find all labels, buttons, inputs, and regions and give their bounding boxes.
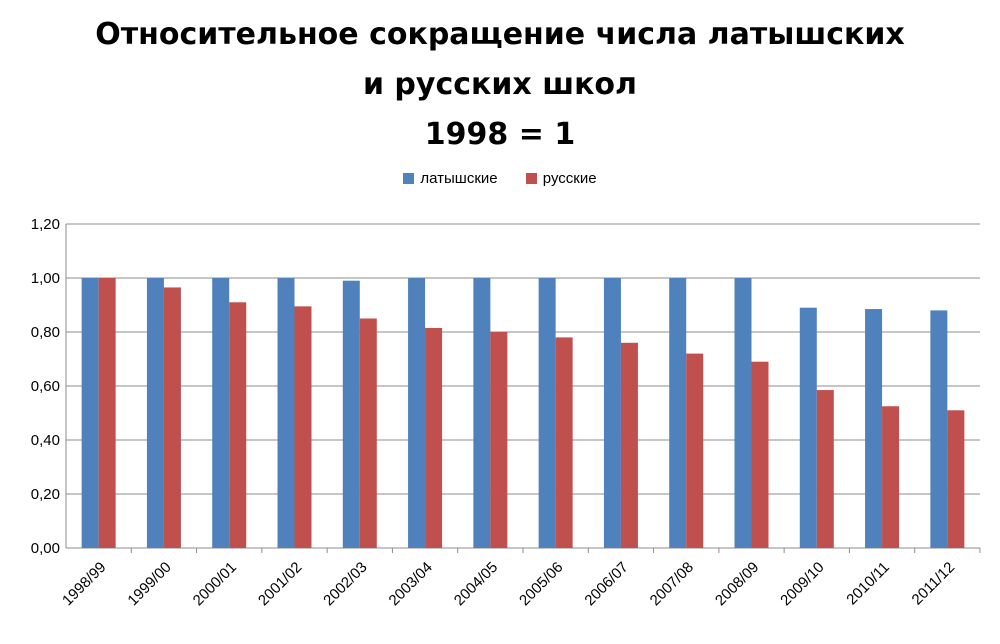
legend-swatch-latvian <box>403 173 415 184</box>
x-tick-label: 2010/11 <box>843 559 893 609</box>
bar-latvian <box>81 278 99 548</box>
y-tick-label: 1,20 <box>31 216 60 233</box>
x-tick-label: 2011/12 <box>909 559 959 609</box>
y-tick-label: 0,00 <box>31 540 60 557</box>
bar-latvian <box>473 278 491 548</box>
legend-label-latvian: латышские <box>420 170 498 187</box>
bar-russian <box>229 302 247 548</box>
x-tick-label: 2004/05 <box>451 559 501 609</box>
chart-legend: латышские русские <box>0 170 1000 188</box>
bar-russian <box>686 353 704 548</box>
bar-latvian <box>669 278 687 548</box>
bar-russian <box>555 337 573 548</box>
y-tick-label: 0,20 <box>31 486 60 503</box>
bar-latvian <box>146 278 164 548</box>
bar-latvian <box>277 278 295 548</box>
y-tick-label: 1,00 <box>31 270 60 287</box>
legend-label-russian: русские <box>542 170 597 187</box>
x-tick-label: 2000/01 <box>190 559 240 609</box>
legend-swatch-russian <box>525 173 537 184</box>
bar-russian <box>490 332 508 548</box>
bar-russian <box>98 278 116 548</box>
y-tick-label: 0,60 <box>31 378 60 395</box>
bar-russian <box>751 361 769 548</box>
bar-russian <box>294 306 312 548</box>
legend-item-russian: русские <box>525 170 597 187</box>
chart-title-line-3: 1998 = 1 <box>424 117 576 152</box>
bar-latvian <box>408 278 426 548</box>
bar-latvian <box>212 278 230 548</box>
x-tick-label: 1998/99 <box>59 559 109 609</box>
chart-title-line-1: Относительное сокращение числа латышских <box>95 17 905 52</box>
x-tick-label: 2007/08 <box>647 559 697 609</box>
bar-russian <box>425 327 443 548</box>
y-tick-label: 0,80 <box>31 324 60 341</box>
x-tick-label: 2008/09 <box>712 559 762 609</box>
legend-item-latvian: латышские <box>403 170 498 187</box>
x-tick-label: 1999/00 <box>124 559 174 609</box>
bar-latvian <box>342 280 360 548</box>
bar-russian <box>163 287 181 548</box>
x-tick-label: 2002/03 <box>320 559 370 609</box>
y-tick-label: 0,40 <box>31 432 60 449</box>
bar-russian <box>816 390 834 548</box>
x-tick-label: 2005/06 <box>516 559 566 609</box>
x-tick-label: 2006/07 <box>581 559 631 609</box>
bar-russian <box>359 318 377 548</box>
bar-russian <box>620 342 638 548</box>
bar-latvian <box>865 309 883 548</box>
bar-latvian <box>603 278 621 548</box>
chart-title-line-2: и русских школ <box>362 67 638 102</box>
bar-latvian <box>538 278 556 548</box>
bar-latvian <box>930 310 948 548</box>
bar-latvian <box>734 278 752 548</box>
x-tick-label: 2003/04 <box>386 559 436 609</box>
chart-title: Относительное сокращение числа латышских… <box>0 10 1000 160</box>
bar-russian <box>882 406 900 548</box>
bar-russian <box>947 410 965 548</box>
x-tick-label: 2009/10 <box>777 559 827 609</box>
bar-latvian <box>799 307 817 548</box>
x-tick-label: 2001/02 <box>255 559 305 609</box>
